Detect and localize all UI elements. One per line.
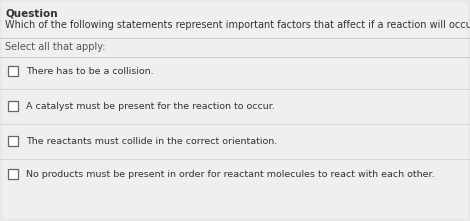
Bar bbox=[8, 136, 18, 146]
Text: There has to be a collision.: There has to be a collision. bbox=[26, 67, 154, 76]
FancyBboxPatch shape bbox=[2, 2, 468, 219]
Text: Question: Question bbox=[5, 8, 58, 18]
Text: Select all that apply:: Select all that apply: bbox=[5, 42, 105, 52]
Text: No products must be present in order for reactant molecules to react with each o: No products must be present in order for… bbox=[26, 170, 435, 179]
Bar bbox=[8, 169, 18, 179]
Text: Which of the following statements represent important factors that affect if a r: Which of the following statements repres… bbox=[5, 20, 470, 30]
Text: A catalyst must be present for the reaction to occur.: A catalyst must be present for the react… bbox=[26, 102, 275, 111]
Text: The reactants must collide in the correct orientation.: The reactants must collide in the correc… bbox=[26, 137, 277, 146]
Bar bbox=[8, 101, 18, 111]
Bar bbox=[8, 66, 18, 76]
